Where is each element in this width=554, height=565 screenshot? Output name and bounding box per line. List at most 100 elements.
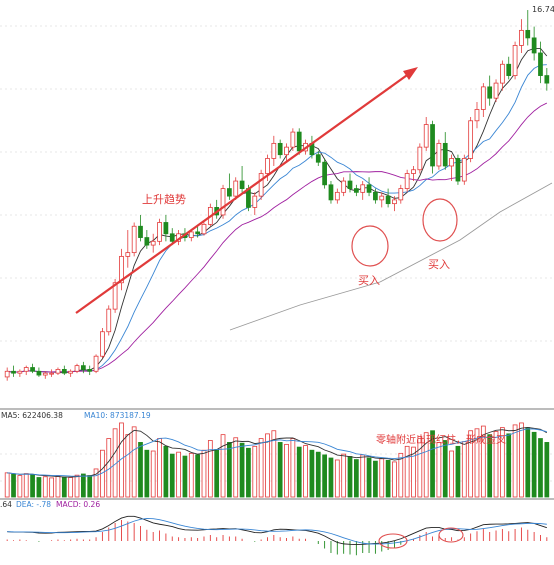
candle [506, 56, 512, 80]
candle [55, 367, 61, 376]
candle [468, 117, 474, 163]
candle-body [49, 372, 54, 375]
volume-bar [392, 461, 397, 498]
volume-bar [449, 450, 454, 498]
candle-body [315, 154, 321, 163]
candle [227, 173, 232, 200]
candle-body [423, 124, 429, 148]
candle [392, 196, 397, 212]
candle-body [74, 365, 80, 372]
volume-bar [163, 445, 169, 498]
candle [290, 128, 296, 151]
candle [347, 173, 353, 193]
candle [398, 184, 404, 204]
candle [430, 120, 435, 174]
uptrend-arrow-head [403, 67, 418, 80]
volume-bar [55, 475, 61, 498]
candle-body [512, 45, 518, 76]
volume-bar [49, 477, 54, 498]
candle-body [125, 252, 131, 257]
candle-body [353, 188, 359, 193]
volume-bar [30, 474, 35, 498]
volume-bar [36, 477, 42, 498]
volume-bar [157, 438, 162, 498]
volume-bar [455, 445, 461, 498]
candle [525, 10, 531, 46]
candle-body [239, 180, 245, 189]
volume-bar [277, 442, 283, 498]
candle-body [455, 158, 461, 182]
candle [125, 230, 131, 268]
volume-bar [188, 452, 194, 498]
volume-bar [4, 472, 10, 498]
candle [93, 354, 99, 374]
volume-bar [201, 449, 207, 498]
candle-body [271, 142, 277, 159]
candle-body [506, 63, 512, 76]
candle-body [347, 180, 353, 189]
candle [201, 222, 207, 236]
volume-bar [80, 473, 86, 498]
candle-body [30, 367, 35, 372]
candle [169, 228, 175, 246]
candle [436, 139, 442, 170]
candle [284, 143, 289, 163]
macd-lines [7, 515, 547, 545]
candle-body [265, 158, 270, 174]
candle [404, 169, 410, 193]
candle-body [334, 191, 340, 201]
candle [487, 75, 493, 106]
volume-bar [373, 460, 378, 498]
macd-cross-circle-1 [378, 533, 408, 549]
volume-bar [512, 424, 518, 498]
volume-ma5-line [7, 426, 548, 478]
volume-bar [303, 445, 308, 498]
candle-body [233, 180, 239, 197]
volume-bar [74, 474, 80, 498]
moving-average-lines [7, 48, 553, 374]
volume-bar [411, 446, 416, 498]
candle [334, 188, 340, 204]
candle [271, 135, 277, 166]
candle [455, 154, 461, 185]
volume-ma10-line [7, 428, 547, 477]
candle-body [538, 52, 543, 76]
candle [417, 143, 423, 174]
volume-bar [176, 451, 181, 498]
candle [373, 188, 378, 204]
candle-body [163, 222, 169, 235]
candle [423, 117, 429, 151]
volume-bar [138, 442, 143, 498]
macd-dea-label: DEA: -.78 [16, 500, 51, 509]
candle [214, 199, 220, 219]
macd-histogram [6, 520, 548, 556]
candle [315, 150, 321, 166]
candle-body [392, 199, 397, 205]
candle [119, 248, 124, 291]
candle [87, 365, 93, 376]
candle [80, 361, 86, 374]
volume-bar [538, 438, 543, 498]
volume-bar [385, 459, 391, 498]
candle [131, 222, 137, 257]
volume-bar [214, 449, 220, 498]
candle-body [474, 109, 480, 122]
candle [106, 305, 112, 336]
candle-body [417, 146, 423, 171]
candle-body [360, 184, 366, 193]
candle [30, 363, 35, 374]
candle-body [157, 222, 162, 242]
candle [188, 230, 194, 242]
candle [258, 169, 264, 200]
candle-body [436, 142, 442, 167]
volume-bar [258, 438, 264, 498]
candle [36, 367, 42, 377]
candle-body [100, 331, 105, 357]
volume-bar [493, 431, 499, 498]
volume-bar [436, 442, 442, 498]
candle [449, 154, 454, 182]
volume-bar [290, 438, 296, 498]
candle [480, 83, 486, 118]
volume-bar [61, 476, 67, 498]
candle [322, 158, 327, 189]
